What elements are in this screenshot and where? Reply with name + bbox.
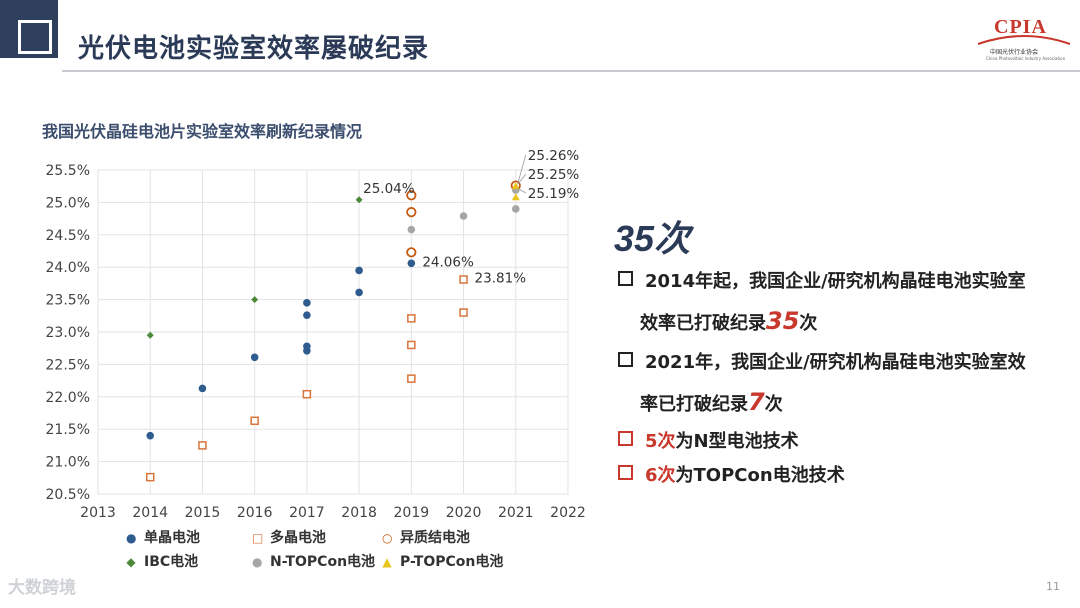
logo-swoosh-icon — [977, 35, 1071, 45]
data-point-multi — [459, 275, 468, 284]
watermark: 大数跨境 — [8, 578, 76, 598]
leader-line — [517, 187, 526, 194]
legend-circle-icon: ● — [126, 531, 137, 545]
x-tick-label: 2014 — [132, 505, 168, 520]
data-point-ibc — [146, 331, 154, 339]
leader-line — [517, 173, 527, 185]
page-number: 11 — [1046, 580, 1060, 593]
y-tick-label: 20.5% — [46, 487, 90, 503]
data-point-mono — [303, 311, 311, 319]
leader-line — [517, 154, 527, 184]
legend-ring-icon: ○ — [382, 531, 393, 545]
data-label: 25.04% — [363, 181, 415, 197]
checkbox-icon — [618, 465, 633, 480]
checkbox-icon — [618, 431, 633, 446]
data-point-hjt — [406, 247, 417, 258]
data-point-ptop — [511, 182, 520, 190]
data-label: 25.26% — [528, 150, 580, 164]
data-point-hjt — [406, 207, 417, 218]
data-point-multi — [407, 374, 416, 383]
checkbox-icon — [618, 271, 633, 286]
data-label: 23.81% — [475, 271, 527, 287]
logo-subtitle: 中国光伏行业协会 — [990, 49, 1039, 56]
efficiency-scatter-chart: 2013 2014 2015 2016 2017 2018 2019 2020 2021 2022… — [46, 150, 586, 520]
y-tick-label: 25.5% — [46, 163, 90, 179]
data-point-mono — [355, 266, 363, 275]
legend-multi: □ 多晶电池 — [252, 530, 326, 546]
data-point-ntop — [407, 225, 416, 234]
checkbox-icon — [618, 352, 633, 367]
data-point-mono — [303, 342, 311, 351]
data-point-mono — [146, 431, 155, 440]
bullet-2014: 2014年起，我国企业/研究机构晶硅电池实验室 — [618, 267, 1026, 293]
chart-title: 我国光伏晶硅电池片实验室效率刷新纪录情况 — [42, 122, 363, 141]
y-tick-label: 21.5% — [46, 422, 90, 438]
data-point-mono — [303, 299, 311, 307]
data-point-multi — [145, 472, 155, 482]
data-label: 24.06% — [422, 254, 474, 270]
data-point-ibc — [355, 196, 363, 204]
data-point-multi — [407, 340, 416, 350]
x-tick-label: 2022 — [550, 505, 586, 520]
x-tick-label: 2019 — [394, 505, 430, 520]
title-divider — [62, 70, 1080, 72]
data-point-multi — [302, 389, 312, 399]
legend-diamond-icon: ◆ — [126, 555, 136, 569]
y-tick-label: 23.0% — [46, 325, 90, 341]
page-title: 光伏电池实验室效率屡破纪录 — [78, 34, 430, 64]
data-point-mono — [355, 288, 363, 297]
y-tick-label: 23.5% — [46, 293, 90, 309]
legend-ntop: ● N-TOPCon电池 — [252, 554, 376, 570]
legend-circle-icon: ● — [252, 555, 263, 569]
x-tick-label: 2020 — [446, 505, 482, 520]
cpia-logo: CPIA 中国光伏行业协会 China Photovoltaic Industr… — [976, 14, 1072, 64]
y-tick-label: 24.0% — [46, 260, 90, 276]
legend-triangle-icon: ▲ — [382, 555, 392, 569]
bullet-2021-cont: 率已打破纪录7次 — [640, 388, 783, 416]
x-tick-label: 2017 — [289, 505, 325, 520]
x-tick-label: 2018 — [341, 505, 377, 520]
legend-square-icon: □ — [252, 531, 264, 545]
x-tick-label: 2016 — [237, 505, 273, 520]
record-count: 35次 — [614, 218, 691, 259]
y-tick-label: 24.5% — [46, 228, 90, 244]
data-point-mono — [407, 259, 416, 268]
bullet-2021: 2021年，我国企业/研究机构晶硅电池实验室效 — [618, 348, 1026, 374]
corner-decoration — [0, 0, 58, 58]
x-tick-label: 2015 — [185, 505, 221, 520]
data-label: 25.19% — [528, 186, 580, 202]
x-tick-label: 2021 — [498, 505, 534, 520]
bullet-n-type: 5次为N型电池技术 — [618, 427, 799, 453]
data-point-ntop — [459, 212, 468, 220]
legend-hjt: ○ 异质结电池 — [382, 530, 470, 546]
data-point-multi — [198, 441, 207, 450]
data-point-mono — [250, 353, 259, 362]
data-point-multi — [407, 314, 416, 323]
logo-subtitle-en: China Photovoltaic Industry Association — [986, 56, 1066, 61]
legend-ibc: ◆ IBC电池 — [126, 554, 199, 570]
data-point-multi — [459, 308, 468, 317]
data-label: 25.25% — [528, 167, 580, 183]
y-tick-label: 22.5% — [46, 357, 90, 373]
legend-ptop: ▲ P-TOPCon电池 — [382, 554, 504, 570]
y-tick-label: 21.0% — [46, 455, 90, 471]
data-point-ntop — [511, 205, 520, 213]
data-point-hjt — [406, 190, 417, 201]
y-tick-label: 22.0% — [46, 390, 90, 406]
legend-mono: ● 单晶电池 — [126, 530, 200, 546]
logo-text: CPIA — [994, 16, 1047, 38]
bullet-topcon: 6次为TOPCon电池技术 — [618, 461, 845, 487]
data-point-ptop — [511, 193, 520, 201]
y-tick-label: 25.0% — [46, 195, 90, 211]
data-point-mono — [198, 384, 207, 393]
bullet-2014-cont: 效率已打破纪录35次 — [640, 307, 818, 335]
data-point-multi — [250, 416, 259, 426]
x-tick-label: 2013 — [80, 505, 116, 520]
data-point-ibc — [251, 296, 259, 304]
